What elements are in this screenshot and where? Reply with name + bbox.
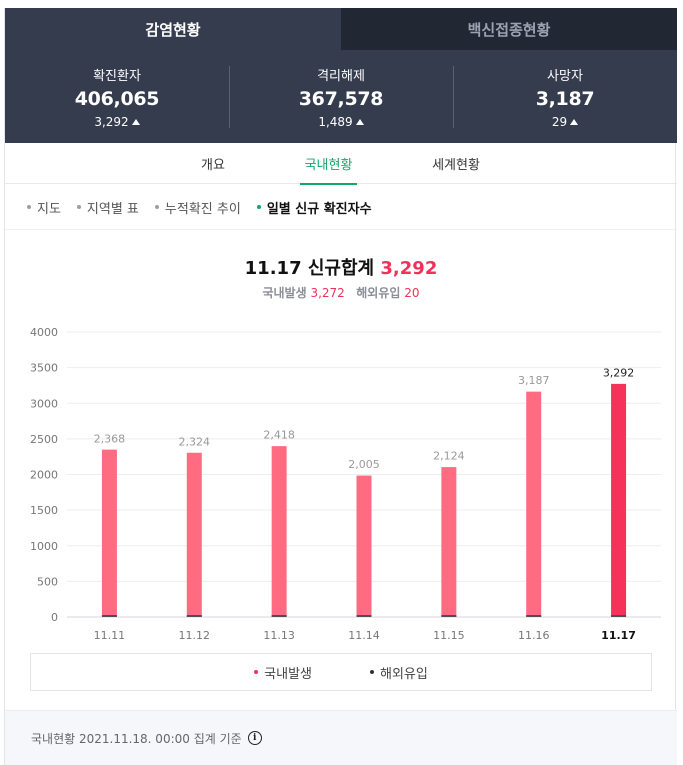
chip-region-table[interactable]: 지역별 표 xyxy=(76,198,139,217)
y-tick-label: 1000 xyxy=(30,540,58,553)
domestic-value: 3,272 xyxy=(310,286,345,300)
chip-label: 지역별 표 xyxy=(86,201,139,217)
stat-deaths: 사망자 3,187 29 xyxy=(453,50,677,143)
x-tick-label: 11.11 xyxy=(94,629,126,642)
bar-domestic xyxy=(526,391,542,617)
headline-date: 11.17 xyxy=(244,258,302,279)
x-tick-label: 11.12 xyxy=(179,629,211,642)
info-icon[interactable]: i xyxy=(247,731,262,745)
chip-daily-new-cases[interactable]: 일별 신규 확진자수 xyxy=(256,198,372,217)
overseas-label: 해외유입 xyxy=(356,286,401,300)
x-tick-label: 11.16 xyxy=(518,629,550,642)
bar-domestic xyxy=(441,467,457,617)
stat-delta-value: 3,292 xyxy=(94,114,129,129)
x-tick-label: 11.14 xyxy=(348,629,380,642)
bar-overseas xyxy=(271,615,287,617)
stat-delta: 29 xyxy=(551,114,579,129)
legend-dot-icon xyxy=(370,670,374,674)
bullet-icon xyxy=(27,205,31,209)
data-label: 2,124 xyxy=(433,450,465,463)
stat-released: 격리해제 367,578 1,489 xyxy=(229,50,453,143)
chart-subline: 국내발생 3,272 해외유입 20 xyxy=(5,284,677,301)
data-label: 2,005 xyxy=(348,458,380,471)
stat-label: 사망자 xyxy=(547,68,583,84)
legend-item-overseas[interactable]: 해외유입 xyxy=(370,663,428,682)
y-tick-label: 3000 xyxy=(30,397,58,410)
y-tick-label: 3500 xyxy=(30,362,58,375)
arrow-up-icon xyxy=(355,118,364,125)
bullet-icon xyxy=(256,205,261,209)
bar-overseas xyxy=(441,615,457,617)
y-tick-label: 0 xyxy=(51,611,58,624)
y-tick-label: 2500 xyxy=(30,433,58,446)
legend-label: 해외유입 xyxy=(380,666,428,682)
data-label: 2,368 xyxy=(94,432,126,445)
bar-domestic xyxy=(101,449,117,617)
stat-label: 격리해제 xyxy=(317,68,365,84)
bar-domestic xyxy=(271,446,287,617)
stat-value: 367,578 xyxy=(298,87,384,110)
bar-overseas xyxy=(356,615,372,617)
tab-infection-status[interactable]: 감염현황 xyxy=(5,8,341,50)
stat-label: 확진환자 xyxy=(93,68,141,84)
stat-delta: 1,489 xyxy=(318,114,364,129)
sub-tabs: 개요 국내현황 세계현황 xyxy=(5,143,677,185)
y-tick-label: 1500 xyxy=(30,504,58,517)
data-label: 3,292 xyxy=(603,366,635,379)
stat-delta-value: 1,489 xyxy=(318,114,353,129)
legend-label: 국내발생 xyxy=(264,666,312,682)
y-tick-label: 4000 xyxy=(30,326,58,339)
stat-value: 3,187 xyxy=(535,87,595,110)
stat-value: 406,065 xyxy=(74,87,160,110)
headline-label: 신규합계 xyxy=(307,258,375,279)
data-label: 2,324 xyxy=(179,435,211,448)
stat-confirmed: 확진환자 406,065 3,292 xyxy=(5,50,229,143)
bar-overseas xyxy=(101,615,117,617)
footer-text: 국내현황 2021.11.18. 00:00 집계 기준 xyxy=(31,731,242,746)
bar-overseas xyxy=(611,615,627,617)
data-label: 2,418 xyxy=(263,429,295,442)
chip-cumulative-trend[interactable]: 누적확진 추이 xyxy=(154,198,241,217)
data-label: 3,187 xyxy=(518,374,550,387)
chip-map[interactable]: 지도 xyxy=(27,198,61,217)
bullet-icon xyxy=(76,205,81,209)
tab-vaccination-status[interactable]: 백신접종현황 xyxy=(341,8,677,50)
chip-label: 일별 신규 확진자수 xyxy=(266,201,372,217)
bullet-icon xyxy=(154,205,159,209)
domestic-label: 국내발생 xyxy=(262,286,307,300)
bar-domestic xyxy=(611,383,627,617)
x-tick-label: 11.17 xyxy=(601,629,636,642)
tab-world[interactable]: 세계현황 xyxy=(432,158,480,173)
bar-overseas xyxy=(186,615,202,617)
arrow-up-icon xyxy=(570,118,579,125)
x-tick-label: 11.15 xyxy=(433,629,465,642)
chart-headline: 11.17 신규합계 3,292 xyxy=(5,254,677,280)
y-tick-label: 500 xyxy=(37,575,58,588)
chip-label: 누적확진 추이 xyxy=(164,201,241,217)
bar-domestic xyxy=(356,475,372,617)
view-chips: 지도 지역별 표 누적확진 추이 일별 신규 확진자수 xyxy=(5,185,677,230)
overseas-value: 20 xyxy=(404,286,420,300)
stat-delta: 3,292 xyxy=(94,114,140,129)
legend-dot-icon xyxy=(254,670,259,674)
tab-overview[interactable]: 개요 xyxy=(201,158,225,173)
y-tick-label: 2000 xyxy=(30,469,58,482)
x-tick-label: 11.13 xyxy=(263,629,295,642)
chip-label: 지도 xyxy=(37,201,61,217)
top-tabs: 감염현황 백신접종현황 xyxy=(5,8,677,50)
bar-domestic xyxy=(186,452,202,617)
summary-panel: 확진환자 406,065 3,292 격리해제 367,578 1,489 사망… xyxy=(5,50,677,143)
legend-item-domestic[interactable]: 국내발생 xyxy=(254,663,312,682)
covid-status-widget: 감염현황 백신접종현황 확진환자 406,065 3,292 격리해제 367,… xyxy=(4,8,677,765)
headline-total: 3,292 xyxy=(380,258,438,279)
chart-legend: 국내발생 해외유입 xyxy=(30,653,652,691)
stat-delta-value: 29 xyxy=(551,114,568,129)
tab-domestic[interactable]: 국내현황 xyxy=(300,143,357,185)
bar-overseas xyxy=(526,615,542,617)
daily-cases-bar-chart: 0 500 1000 1500 2000 2500 3000 3500 4000 2,368 11.… xyxy=(30,326,661,642)
footer-note: 국내현황 2021.11.18. 00:00 집계 기준 i xyxy=(5,710,677,765)
arrow-up-icon xyxy=(131,118,140,125)
